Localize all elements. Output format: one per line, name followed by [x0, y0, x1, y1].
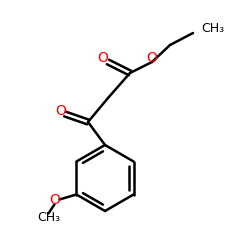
Text: CH₃: CH₃	[37, 211, 60, 224]
Text: O: O	[98, 51, 108, 65]
Text: O: O	[56, 104, 66, 118]
Text: O: O	[146, 51, 158, 65]
Text: O: O	[49, 192, 60, 206]
Text: CH₃: CH₃	[201, 22, 224, 36]
